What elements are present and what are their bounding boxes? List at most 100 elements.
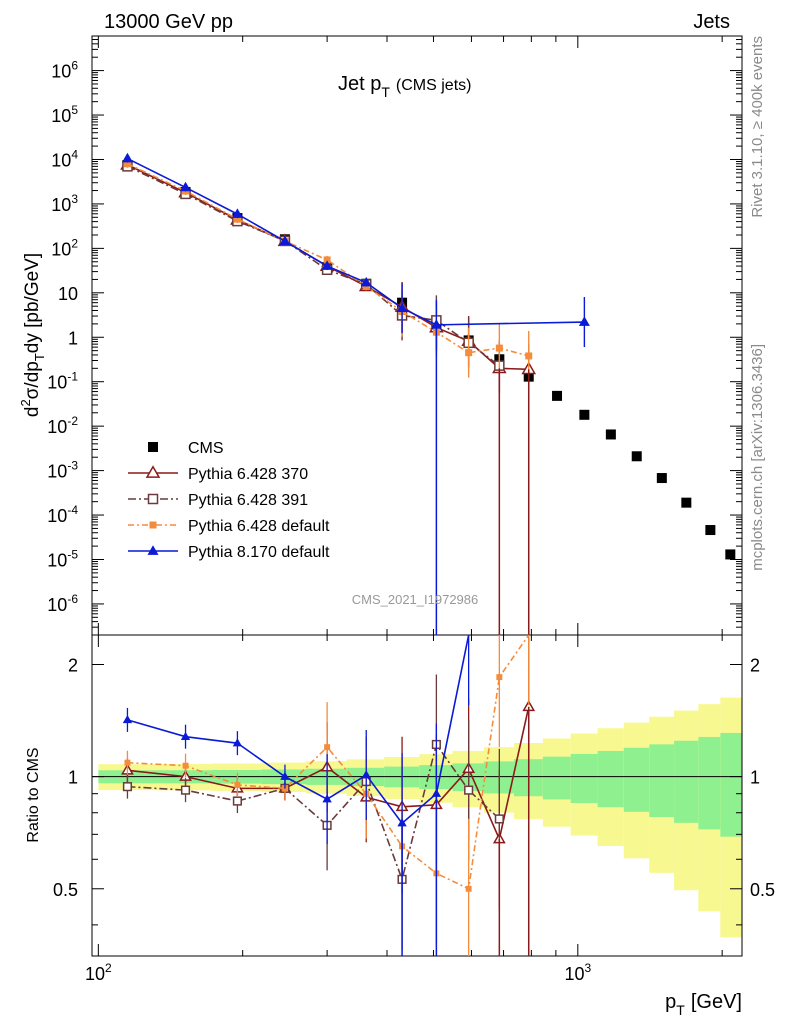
inner-band-bin [674, 740, 699, 823]
main-series [120, 152, 736, 635]
ratio-y-tick-label-left: 0.5 [53, 880, 78, 900]
y-tick-label: 102 [51, 236, 78, 259]
p8-point [430, 319, 442, 329]
side-label-mcplots: mcplots.cern.ch [arXiv:1306.3436] [749, 344, 766, 571]
y-tick-label: 10-5 [47, 547, 78, 570]
pdef6-ratio-point [496, 674, 503, 681]
p8-point [279, 235, 291, 246]
pdef6-point [525, 352, 533, 360]
cms-point [552, 390, 563, 401]
y-tick-label: 10-3 [47, 459, 78, 482]
p391-ratio-line [127, 742, 500, 883]
pdef6-ratio-point [324, 744, 331, 751]
ratio-y-tick-label-right: 1 [750, 768, 760, 788]
axis-ticks: 102 10310610510410310210110-110-210-310-4… [47, 35, 775, 984]
pdef6-ratio-point [465, 885, 472, 892]
pdef6-ratio-point [182, 762, 189, 769]
plot-title: Jet pT (CMS jets) [338, 73, 471, 100]
legend: CMS Pythia 6.428 370 Pythia 6.428 391 Pythi… [128, 440, 330, 561]
ratio-y-tick-label-left: 1 [68, 768, 78, 788]
side-label-rivet: Rivet 3.1.10, ≥ 400k events [749, 36, 766, 218]
x-tick-label: 102 [85, 961, 112, 984]
x-axis-label: pT [GeV] [665, 991, 742, 1018]
y-tick-label: 104 [51, 147, 78, 170]
inner-band-bin [597, 750, 624, 808]
y-tick-label: 10-6 [47, 592, 78, 615]
p8-line [127, 157, 585, 326]
pdef6-ratio-point [234, 781, 241, 788]
y-tick-label: 106 [51, 59, 78, 82]
plot-title-sub: T [381, 84, 390, 100]
y-tick-label: 10 [58, 284, 78, 304]
p8-ratio-point [361, 770, 371, 779]
ratio-series [121, 634, 536, 956]
x-axis-label-sub: T [676, 1002, 685, 1018]
header-right: Jets [693, 11, 730, 33]
p8-point [231, 208, 243, 218]
plot-title-paren: (CMS jets) [396, 77, 472, 94]
cms-point [579, 409, 590, 420]
p8-ratio-point [397, 818, 407, 827]
y-tick-label: 10-2 [47, 414, 78, 437]
cms-point [725, 549, 736, 560]
legend-marker [147, 493, 159, 505]
uncertainty-bands [98, 697, 742, 938]
p8-ratio-point [122, 715, 133, 724]
y-tick-label: 10-1 [47, 370, 78, 393]
pdef6-point [495, 344, 503, 352]
p8-ratio-point [322, 794, 332, 803]
inner-band-bin [698, 736, 721, 830]
inner-band-bin [542, 756, 571, 800]
p8-point [121, 152, 133, 163]
p391-ratio-point [180, 785, 191, 795]
y-axis-label-main: d2σ/dpTdy [pb/GeV] [18, 253, 47, 417]
inner-band-bin [720, 732, 742, 837]
p391-ratio-point [122, 782, 133, 792]
cms-point [605, 429, 616, 440]
p391-ratio-point [464, 785, 474, 795]
ratio-panel-frame [91, 634, 743, 957]
legend-marker [145, 465, 161, 478]
pdef6-point [123, 160, 131, 168]
legend-label: CMS [188, 440, 224, 457]
legend-marker [147, 545, 159, 555]
inner-band-bin [623, 747, 650, 812]
p8-point [321, 260, 333, 270]
x-tick-label: 103 [564, 961, 591, 984]
legend-label: Pythia 6.428 391 [188, 492, 308, 509]
x-axis-label-main: p [665, 991, 676, 1013]
inner-band-bin [570, 753, 598, 804]
y-axis-label-ratio: Ratio to CMS [25, 747, 42, 842]
p8-ratio-point [180, 731, 191, 740]
p391-ratio-point [494, 814, 504, 824]
p8-point [360, 276, 372, 287]
p391-ratio-point [232, 796, 242, 806]
pdef6-point [465, 349, 473, 357]
p391-line [127, 165, 500, 367]
inner-band-bin [649, 744, 675, 817]
header-left: 13000 GeV pp [104, 11, 233, 33]
pdef6-point [233, 215, 241, 223]
p8-point [578, 316, 590, 326]
ratio-y-tick-label-right: 2 [750, 655, 760, 675]
pdef6-point [323, 256, 331, 264]
ratio-y-tick-label-left: 2 [68, 655, 78, 675]
p8-ratio-point [280, 771, 290, 780]
y-tick-label: 1 [68, 328, 78, 348]
axes-frame [91, 35, 743, 957]
legend-label: Pythia 8.170 default [188, 544, 330, 561]
legend-marker [149, 521, 157, 529]
legend-label: Pythia 6.428 370 [188, 466, 308, 483]
plot-title-main: Jet p [338, 73, 381, 95]
legend-label: Pythia 6.428 default [188, 518, 330, 535]
p8-point [180, 181, 192, 192]
pdef6-ratio-point [124, 759, 131, 766]
legend-marker [148, 442, 158, 452]
y-tick-label: 105 [51, 103, 78, 126]
cms-point [631, 451, 642, 462]
cms-point [705, 525, 716, 536]
y-tick-label: 10-4 [47, 503, 78, 526]
ratio-y-tick-label-right: 0.5 [750, 880, 775, 900]
cms-point [656, 473, 667, 484]
